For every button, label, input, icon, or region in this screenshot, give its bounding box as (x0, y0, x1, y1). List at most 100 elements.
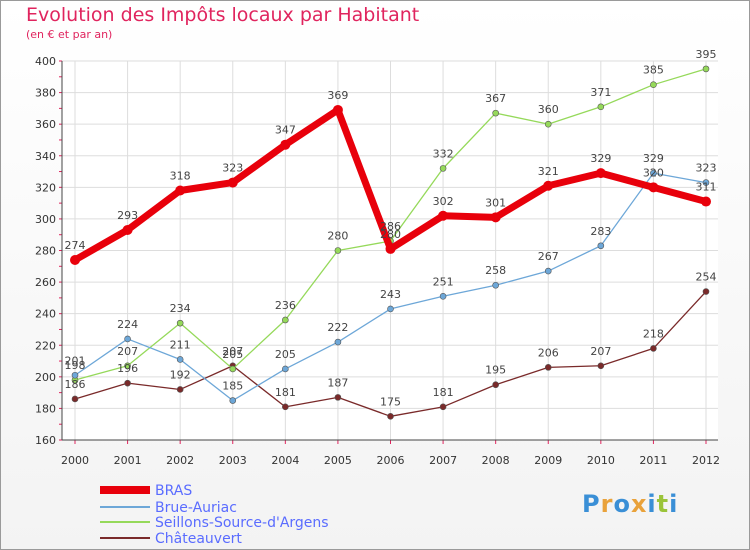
data-point (334, 247, 342, 254)
data-point (544, 364, 552, 371)
data-point (492, 281, 499, 289)
data-label: 224 (117, 318, 138, 331)
x-tick-label: 2002 (166, 454, 194, 467)
data-label: 323 (222, 162, 243, 175)
x-tick-label: 2006 (377, 454, 405, 467)
data-point (229, 365, 237, 373)
x-tick-label: 2012 (692, 454, 720, 467)
data-label: 205 (222, 348, 243, 361)
data-point (544, 267, 552, 275)
data-point (70, 254, 80, 265)
y-tick-label: 200 (35, 371, 56, 384)
y-tick-label: 160 (35, 434, 56, 447)
y-tick-label: 220 (35, 339, 56, 352)
data-label: 201 (65, 354, 86, 367)
data-point (280, 139, 291, 150)
data-label: 323 (696, 162, 717, 175)
x-tick-label: 2010 (587, 454, 615, 467)
data-point (229, 397, 237, 404)
data-point (702, 65, 710, 73)
data-label: 385 (643, 64, 664, 77)
data-point (334, 394, 342, 401)
data-label: 329 (590, 152, 611, 165)
x-tick-label: 2000 (61, 454, 89, 467)
data-point (650, 345, 657, 352)
data-point (439, 165, 447, 172)
data-point (282, 403, 289, 411)
x-tick-label: 2009 (534, 454, 562, 467)
data-point (702, 288, 710, 295)
data-label: 186 (65, 378, 86, 391)
data-label: 187 (327, 376, 348, 389)
data-label: 192 (170, 368, 191, 381)
data-label: 181 (433, 386, 454, 399)
y-tick-label: 260 (35, 276, 56, 289)
x-tick-label: 2011 (639, 454, 667, 467)
data-label: 320 (643, 166, 664, 179)
data-label: 321 (538, 165, 559, 178)
data-point (438, 210, 449, 221)
data-label: 195 (485, 364, 506, 377)
data-point (490, 212, 501, 223)
legend-label: Châteauvert (155, 531, 242, 547)
data-point (176, 319, 184, 327)
y-tick-label: 280 (35, 245, 56, 258)
data-label: 207 (590, 345, 611, 358)
y-tick-label: 300 (35, 213, 56, 226)
data-label: 369 (327, 89, 348, 102)
y-tick-label: 360 (35, 118, 56, 131)
data-label: 218 (643, 327, 664, 340)
y-tick-label: 240 (35, 308, 56, 321)
data-label: 311 (696, 181, 717, 194)
data-point (175, 185, 186, 196)
y-tick-label: 380 (35, 87, 56, 100)
data-point (282, 316, 289, 324)
data-point (332, 104, 343, 115)
y-tick-label: 320 (35, 181, 56, 194)
data-label: 360 (538, 103, 559, 116)
data-point (702, 179, 710, 186)
data-label: 329 (643, 152, 664, 165)
data-point (543, 180, 554, 191)
data-point (124, 379, 131, 387)
data-point (544, 120, 552, 128)
data-label: 181 (275, 386, 296, 399)
data-point (595, 168, 606, 179)
data-label: 207 (222, 345, 243, 358)
data-point (387, 305, 394, 313)
x-tick-label: 2001 (114, 454, 142, 467)
data-point (385, 243, 396, 254)
data-point (122, 224, 133, 235)
data-point (71, 395, 79, 403)
x-tick-label: 2008 (482, 454, 510, 467)
data-label: 283 (590, 225, 611, 238)
data-label: 196 (117, 362, 138, 375)
data-label: 175 (380, 395, 401, 408)
data-point (71, 371, 79, 379)
x-tick-label: 2005 (324, 454, 352, 467)
data-point (650, 81, 657, 88)
data-label: 280 (380, 228, 401, 241)
data-point (124, 362, 131, 370)
data-point (597, 242, 605, 250)
data-label: 254 (696, 271, 717, 284)
data-label: 280 (327, 230, 348, 243)
data-label: 198 (65, 359, 86, 372)
data-point (387, 413, 394, 420)
legend-label: Brue-Auriac (155, 500, 237, 516)
data-label: 258 (485, 264, 506, 277)
chart-title: Evolution des Impôts locaux par Habitant (26, 4, 420, 26)
legend-label: BRAS (155, 483, 192, 499)
data-label: 274 (65, 239, 86, 252)
x-tick-label: 2003 (219, 454, 247, 467)
data-point (176, 356, 184, 363)
data-point (439, 403, 447, 411)
data-label: 332 (433, 147, 454, 160)
data-label: 367 (485, 92, 506, 105)
data-label: 347 (275, 124, 296, 137)
data-label: 207 (117, 345, 138, 358)
data-label: 286 (380, 220, 401, 233)
proxiti-logo: Proxiti (582, 490, 679, 518)
data-label: 234 (170, 302, 191, 315)
